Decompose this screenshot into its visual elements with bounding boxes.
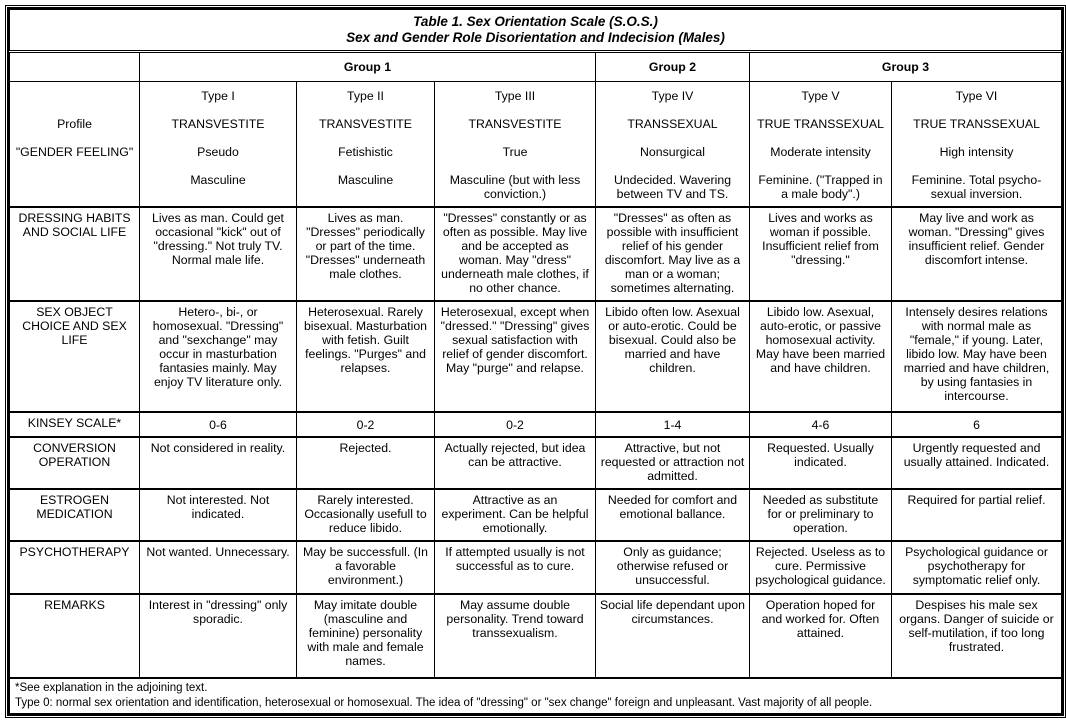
type-feeling: Nonsurgical (640, 145, 705, 159)
table-cell: Urgently requested and usually attained.… (891, 436, 1062, 490)
table-cell: Lives and works as woman if possible. In… (749, 206, 892, 302)
table-row: DRESSING HABITS AND SOCIAL LIFE Lives as … (9, 206, 1062, 302)
type-type: Type I (201, 89, 235, 103)
table-cell: Not interested. Not indicated. (139, 488, 297, 542)
type-profile: TRANSVESTITE (319, 117, 412, 131)
table-cell: Required for partial relief. (891, 488, 1062, 542)
table-cell: May be successfull. (In a favorable envi… (296, 540, 435, 595)
type-type: Type II (347, 89, 384, 103)
type-profile: TRUE TRANSSEXUAL (913, 117, 1040, 131)
table-cell: "Dresses" as often as possible with insu… (595, 206, 750, 302)
table-cell: "Dresses" constantly or as often as poss… (434, 206, 596, 302)
table-cell: 6 (891, 411, 1062, 438)
table-row: REMARKS Interest in "dressing" only spora… (9, 593, 1062, 679)
table-cell: Not wanted. Unnecessary. (139, 540, 297, 595)
type-header-cell: Type V TRUE TRANSSEXUAL Moderate intensity… (749, 81, 892, 208)
group-2-header: Group 2 (595, 51, 750, 82)
table-cell: Attractive as an experiment. Can be help… (434, 488, 596, 542)
table-cell: Rejected. Useless as to cure. Permissive… (749, 540, 892, 595)
type-profile: TRANSVESTITE (468, 117, 562, 131)
table-row: KINSEY SCALE* 0-6 0-2 0-2 1-4 4-6 6 (9, 411, 1062, 438)
sos-table-container: Table 1. Sex Orientation Scale (S.O.S.) S… (5, 5, 1066, 718)
type-profile: TRUE TRANSSEXUAL (757, 117, 884, 131)
table-cell: May live and work as woman. "Dressing" g… (891, 206, 1062, 302)
table-cell: Needed for comfort and emotional ballanc… (595, 488, 750, 542)
table-cell: Heterosexual, except when "dressed." "Dr… (434, 300, 596, 413)
table-cell: Attractive, but not requested or attract… (595, 436, 750, 490)
row-label: CONVERSION OPERATION (9, 436, 140, 490)
table-cell: Interest in "dressing" only sporadic. (139, 593, 297, 679)
table-cell: Libido often low. Asexual or auto-erotic… (595, 300, 750, 413)
type-gender: Masculine (but with less conviction.) (449, 173, 581, 201)
type-feeling: Moderate intensity (770, 145, 871, 159)
table-cell: Social life dependant upon circumstances… (595, 593, 750, 679)
table-cell: Intensely desires relations with normal … (891, 300, 1062, 413)
table-cell: Actually rejected, but idea can be attra… (434, 436, 596, 490)
table-cell: 1-4 (595, 411, 750, 438)
row-label: ESTROGEN MEDICATION (9, 488, 140, 542)
type-type: Type V (801, 89, 840, 103)
table-cell: 0-6 (139, 411, 297, 438)
type-profile: TRANSSEXUAL (627, 117, 718, 131)
row-label: REMARKS (9, 593, 140, 679)
footnote-kinsey: *See explanation in the adjoining text. (15, 682, 208, 694)
table-cell: If attempted usually is not successful a… (434, 540, 596, 595)
type-feeling: True (502, 145, 528, 159)
table-cell: May imitate double (masculine and femini… (296, 593, 435, 679)
table-row: SEX OBJECT CHOICE AND SEX LIFE Hetero-, b… (9, 300, 1062, 413)
type-header-cell: Type IV TRANSSEXUAL Nonsurgical Undecided. … (595, 81, 750, 208)
type-type: Type IV (651, 89, 694, 103)
table-cell: Hetero-, bi-, or homosexual. "Dressing" … (139, 300, 297, 413)
type-header-cell: Type III TRANSVESTITE True Masculine (but w… (434, 81, 596, 208)
row-label: DRESSING HABITS AND SOCIAL LIFE (9, 206, 140, 302)
row-label: SEX OBJECT CHOICE AND SEX LIFE (9, 300, 140, 413)
type-type: Type VI (955, 89, 998, 103)
group-3-header: Group 3 (749, 51, 1062, 82)
table-cell: Lives as man. Could get occasional "kick… (139, 206, 297, 302)
table-cell: 0-2 (296, 411, 435, 438)
type-header-cell: Type II TRANSVESTITE Fetishistic Masculine (296, 81, 435, 208)
type-type: Type III (494, 89, 536, 103)
table-cell: 0-2 (434, 411, 596, 438)
table-cell: Only as guidance; otherwise refused or u… (595, 540, 750, 595)
type-feeling: Pseudo (197, 145, 239, 159)
table-cell: Not considered in reality. (139, 436, 297, 490)
type-gender: Undecided. Wavering between TV and TS. (613, 173, 732, 201)
table-row: PSYCHOTHERAPY Not wanted. Unnecessary. May… (9, 540, 1062, 595)
type-feeling: High intensity (939, 145, 1014, 159)
row-label: PSYCHOTHERAPY (9, 540, 140, 595)
table-cell: Operation hoped for and worked for. Ofte… (749, 593, 892, 679)
corner-cell (9, 51, 140, 82)
table-row: ESTROGEN MEDICATION Not interested. Not i… (9, 488, 1062, 542)
table-title: Table 1. Sex Orientation Scale (S.O.S.) S… (9, 9, 1062, 53)
type-header-cell: Type VI TRUE TRANSSEXUAL High intensity Fem… (891, 81, 1062, 208)
type-header-cell: Type I TRANSVESTITE Pseudo Masculine (139, 81, 297, 208)
table-cell: Needed as substitute for or preliminary … (749, 488, 892, 542)
table-cell: Despises his male sex organs. Danger of … (891, 593, 1062, 679)
table-cell: Rarely interested. Occasionally usefull … (296, 488, 435, 542)
type-profile: TRANSVESTITE (171, 117, 265, 131)
type-gender: Masculine (190, 173, 246, 187)
footnote-type-0: Type 0: normal sex orientation and ident… (15, 697, 873, 709)
type-feeling: Fetishistic (338, 145, 393, 159)
sex-orientation-scale-table: Table 1. Sex Orientation Scale (S.O.S.) S… (9, 9, 1062, 714)
type-gender: Masculine (337, 173, 394, 187)
table-cell: Psychological guidance or psychotherapy … (891, 540, 1062, 595)
table-cell: Lives as man. "Dresses" periodically or … (296, 206, 435, 302)
type-gender: Feminine. ("Trapped in a male body".) (758, 173, 883, 201)
row-label: KINSEY SCALE* (9, 411, 140, 438)
type-gender: Feminine. Total psycho-sexual inversion. (911, 173, 1042, 201)
table-cell: Heterosexual. Rarely bisexual. Masturbat… (296, 300, 435, 413)
table-cell: May assume double personality. Trend tow… (434, 593, 596, 679)
table-cell: Rejected. (296, 436, 435, 490)
footnotes: *See explanation in the adjoining text. T… (9, 677, 1062, 714)
group-1-header: Group 1 (139, 51, 596, 82)
profile-label-cell: Profile "GENDER FEELING" (9, 81, 140, 208)
table-cell: 4-6 (749, 411, 892, 438)
table-cell: Libido low. Asexual, auto-erotic, or pas… (749, 300, 892, 413)
table-cell: Requested. Usually indicated. (749, 436, 892, 490)
table-row: CONVERSION OPERATION Not considered in re… (9, 436, 1062, 490)
